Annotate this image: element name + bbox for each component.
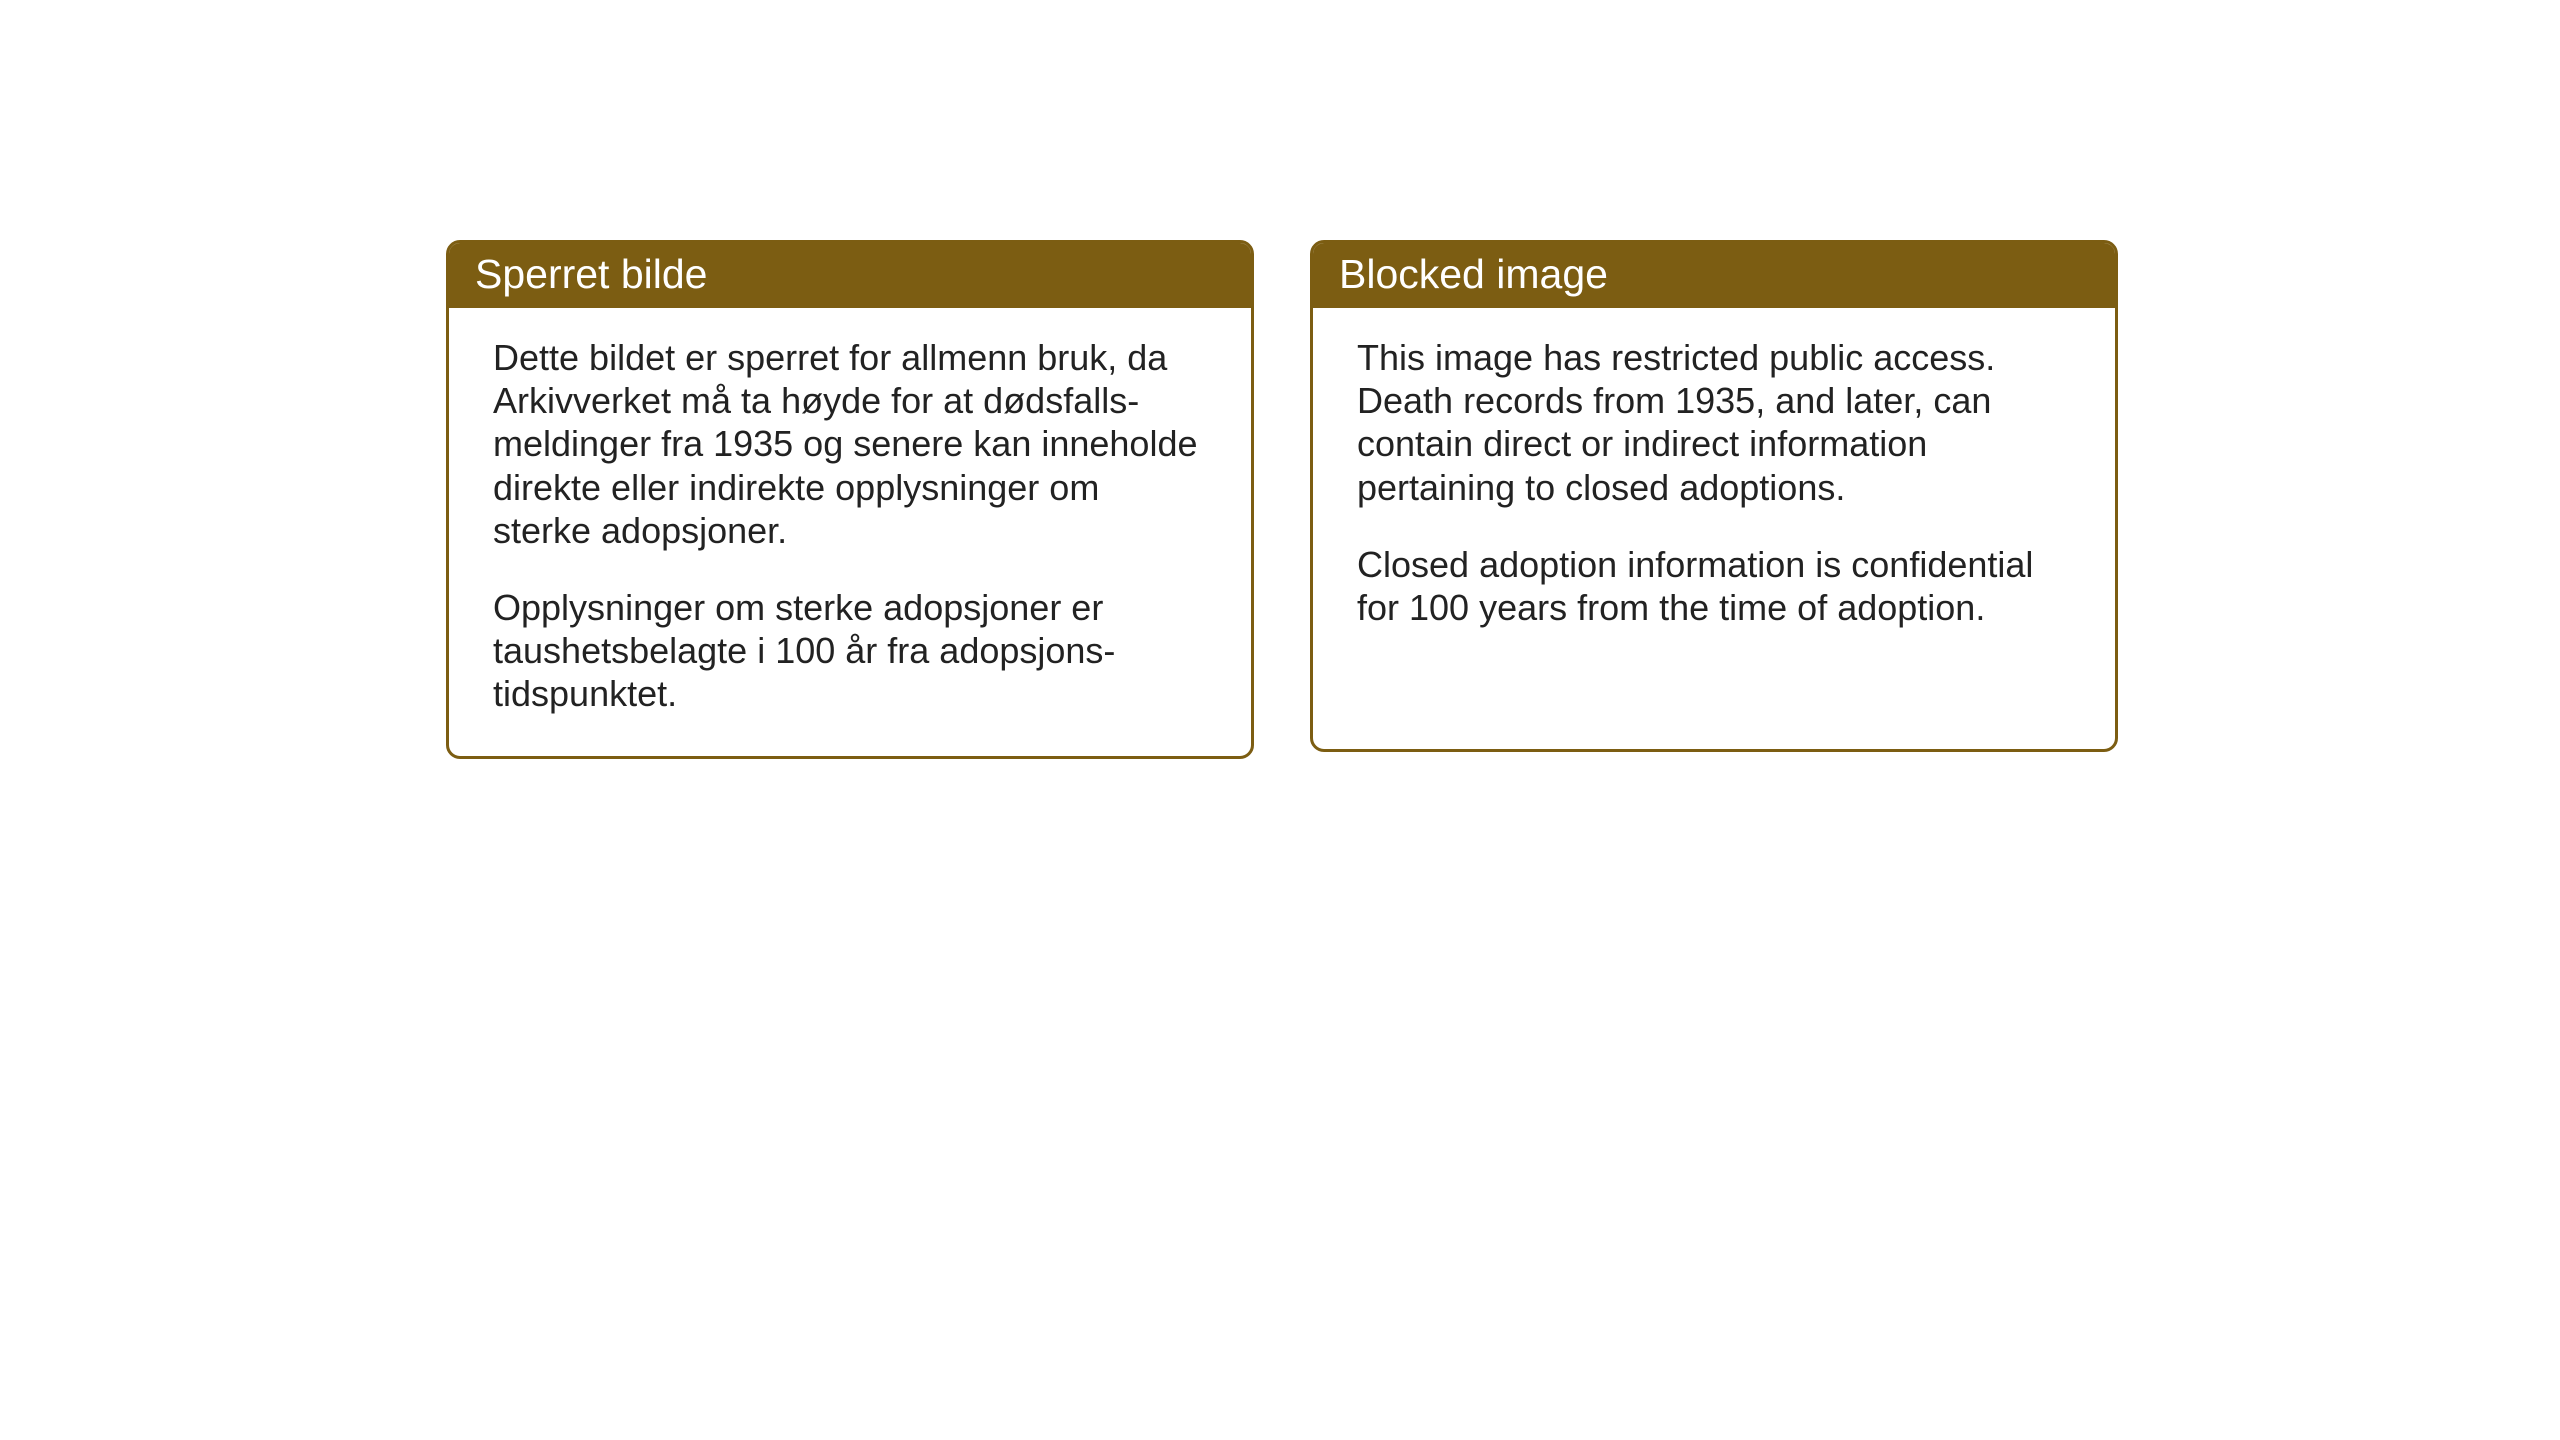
paragraph-text: Opplysninger om sterke adopsjoner er tau… <box>493 586 1207 716</box>
panel-header-english: Blocked image <box>1313 243 2115 308</box>
paragraph-text: Dette bildet er sperret for allmenn bruk… <box>493 336 1207 552</box>
notice-panel-norwegian: Sperret bilde Dette bildet er sperret fo… <box>446 240 1254 759</box>
panel-body-norwegian: Dette bildet er sperret for allmenn bruk… <box>449 308 1251 756</box>
panel-body-english: This image has restricted public access.… <box>1313 308 2115 669</box>
notice-panel-english: Blocked image This image has restricted … <box>1310 240 2118 752</box>
paragraph-text: This image has restricted public access.… <box>1357 336 2071 509</box>
panel-header-norwegian: Sperret bilde <box>449 243 1251 308</box>
paragraph-text: Closed adoption information is confident… <box>1357 543 2071 629</box>
notice-container: Sperret bilde Dette bildet er sperret fo… <box>446 240 2118 759</box>
